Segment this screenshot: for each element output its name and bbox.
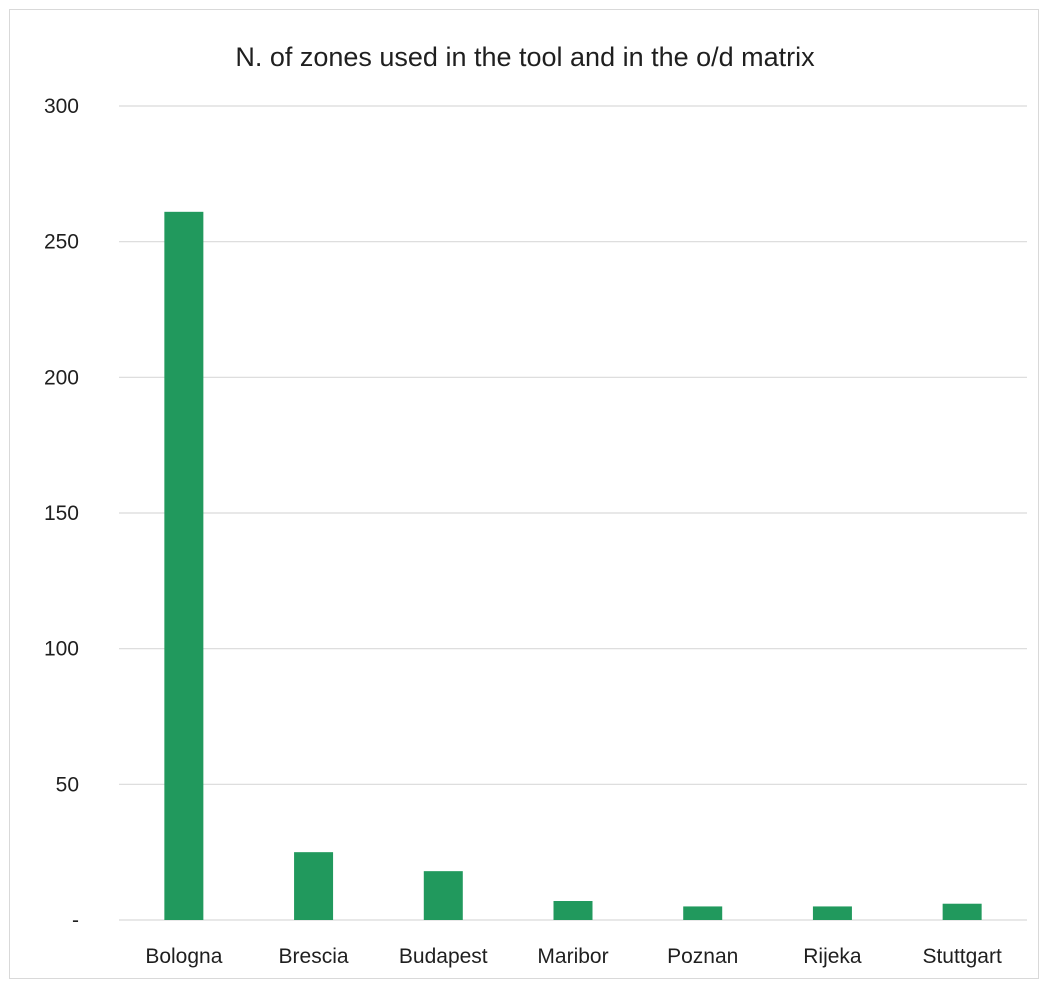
bar-maribor: [553, 901, 593, 920]
bar-budapest: [423, 871, 463, 920]
x-tick-label: Rijeka: [803, 945, 862, 968]
x-tick-label: Maribor: [537, 945, 608, 968]
y-tick-label: 250: [44, 231, 79, 254]
x-tick-label: Brescia: [279, 945, 349, 968]
bar-bologna: [164, 211, 204, 920]
y-tick-label: 100: [44, 638, 79, 661]
y-tick-label: 50: [56, 773, 79, 796]
y-tick-label: -: [72, 909, 79, 932]
bar-stuttgart: [942, 903, 982, 920]
y-axis-ticks: - 50 100 150 200 250 300: [44, 95, 79, 932]
gridlines: [119, 105, 1027, 921]
x-tick-label: Budapest: [399, 945, 488, 968]
bar-rijeka: [812, 906, 852, 920]
x-tick-label: Stuttgart: [922, 945, 1002, 968]
x-axis-ticks: Bologna Brescia Budapest Maribor Poznan Rijek…: [145, 945, 1002, 968]
y-tick-label: 200: [44, 366, 79, 389]
bar-brescia: [294, 852, 334, 920]
chart-title: N. of zones used in the tool and in the …: [235, 42, 815, 72]
bars: [164, 211, 982, 920]
x-tick-label: Poznan: [667, 945, 738, 968]
y-tick-label: 150: [44, 502, 79, 525]
x-tick-label: Bologna: [145, 945, 222, 968]
bar-poznan: [683, 906, 723, 920]
y-tick-label: 300: [44, 95, 79, 118]
